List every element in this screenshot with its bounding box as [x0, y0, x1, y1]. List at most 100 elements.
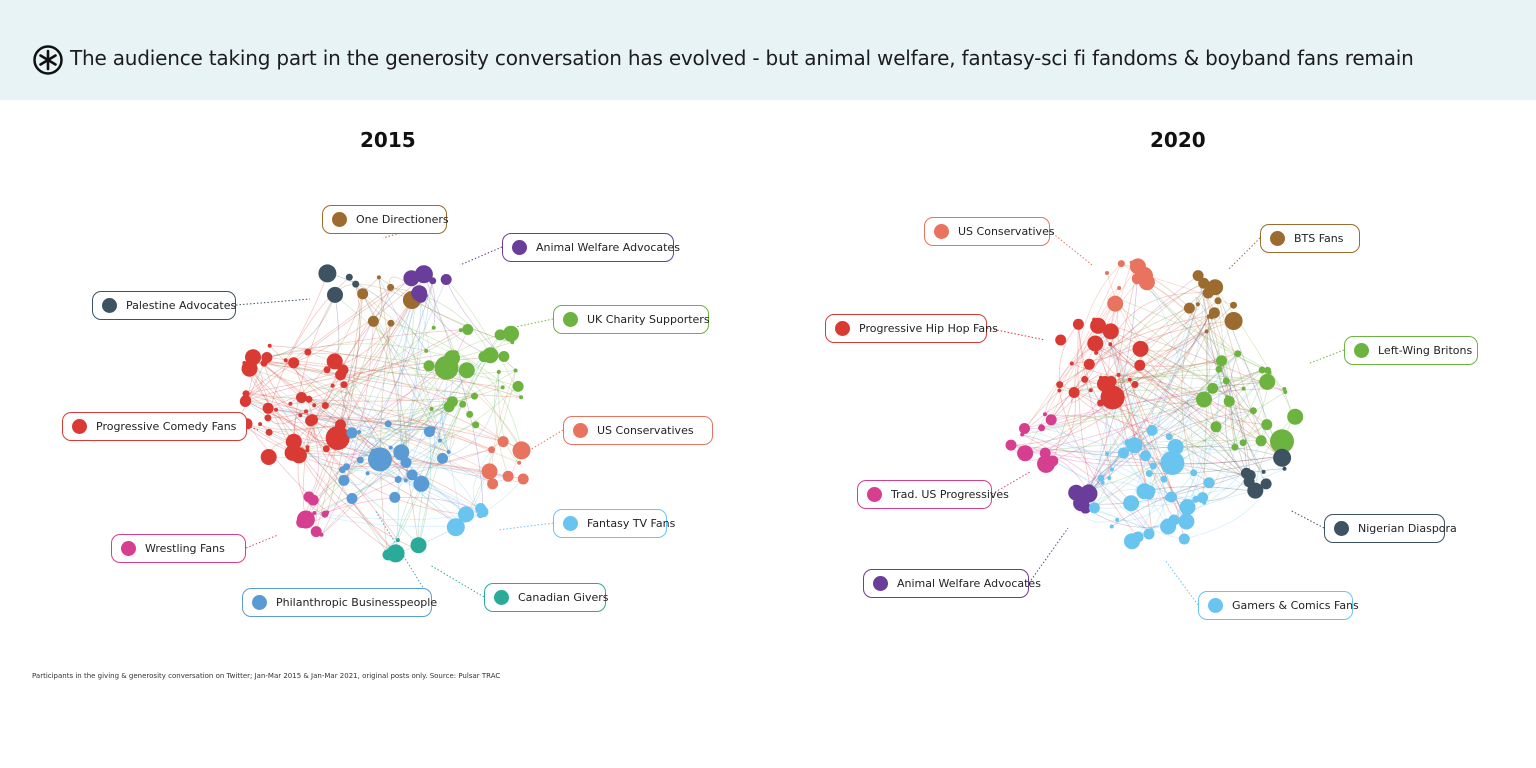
edge — [315, 459, 361, 532]
nodes — [231, 258, 1304, 563]
edge — [249, 368, 453, 403]
node-2015-progressive-comedy-fans — [304, 409, 308, 414]
node-2020-trad-us-progressives — [1019, 423, 1030, 434]
node-2020-nigerian-diaspora — [1260, 478, 1272, 490]
edge — [1099, 348, 1141, 479]
cluster-label-2015-one-directioners: One Directioners — [322, 205, 449, 234]
edge — [1142, 316, 1209, 352]
node-2020-trad-us-progressives — [1017, 445, 1034, 462]
node-2020-nigerian-diaspora — [1282, 466, 1287, 471]
cluster-dot-icon — [563, 312, 578, 327]
node-2015-palestine-advocates — [352, 280, 360, 288]
node-2020-progressive-hip-hop-fans — [1083, 358, 1095, 370]
edge — [390, 287, 491, 356]
edge — [1206, 316, 1217, 427]
node-2020-progressive-hip-hop-fans — [1069, 361, 1074, 366]
node-2020-gamers-comics-fans — [1088, 502, 1100, 514]
cluster-dot-icon — [332, 212, 347, 227]
node-2020-trad-us-progressives — [1038, 424, 1046, 432]
edge — [351, 406, 450, 499]
edge — [1175, 410, 1254, 448]
node-2020-gamers-comics-fans — [1145, 470, 1153, 477]
edge — [423, 274, 484, 512]
edge — [346, 279, 447, 467]
node-2015-philanthropic-businesspeople — [365, 471, 370, 476]
node-2020-gamers-comics-fans — [1097, 474, 1105, 482]
edge — [1197, 275, 1267, 485]
node-2020-gamers-comics-fans — [1160, 475, 1168, 483]
edge — [245, 329, 468, 402]
edge — [1010, 384, 1136, 446]
cluster-label-2015-canadian-givers: Canadian Givers — [484, 583, 609, 612]
leader-line-philanthropic-businesspeople — [374, 509, 433, 603]
leader-line-trad-us-progressives — [991, 471, 1031, 495]
node-2015-progressive-comedy-fans — [274, 407, 278, 412]
node-2020-left-wing-britons — [1215, 365, 1223, 373]
cluster-label-2015-fantasy-tv-fans: Fantasy TV Fans — [553, 509, 675, 538]
node-2020-progressive-hip-hop-fans — [1131, 381, 1139, 388]
node-2015-philanthropic-businesspeople — [384, 420, 392, 428]
edge — [1052, 460, 1152, 531]
edge — [1214, 286, 1296, 417]
node-2020-progressive-hip-hop-fans — [1097, 399, 1105, 407]
node-2015-uk-charity-supporters — [458, 362, 475, 379]
edge — [1073, 263, 1122, 393]
node-2020-nigerian-diaspora — [1261, 469, 1266, 474]
edge — [340, 374, 463, 526]
node-2020-bts-fans — [1198, 277, 1210, 289]
node-2020-gamers-comics-fans — [1160, 451, 1185, 475]
leader-line-palestine-advocates — [235, 298, 311, 306]
node-2015-philanthropic-businesspeople — [446, 450, 451, 454]
cluster-label-text: Nigerian Diaspora — [1358, 522, 1457, 535]
node-2020-progressive-hip-hop-fans — [1072, 318, 1084, 330]
edge — [296, 403, 463, 451]
node-2015-philanthropic-businesspeople — [437, 452, 448, 464]
node-2020-bts-fans — [1224, 312, 1243, 330]
edge — [1088, 369, 1263, 490]
cluster-label-text: US Conservatives — [597, 424, 694, 437]
cluster-label-2020-left-wing-britons: Left-Wing Britons — [1344, 336, 1478, 365]
cluster-label-2015-animal-welfare-advocates: Animal Welfare Advocates — [502, 233, 680, 262]
edge — [340, 284, 361, 425]
node-2015-progressive-comedy-fans — [340, 381, 348, 389]
cluster-label-text: Fantasy TV Fans — [587, 517, 676, 530]
node-2020-left-wing-britons — [1249, 407, 1257, 415]
edge — [252, 356, 520, 464]
edge — [388, 419, 504, 442]
node-2020-us-conservatives — [1117, 260, 1125, 268]
network-graphs — [231, 218, 1345, 606]
node-2020-gamers-comics-fans — [1149, 462, 1157, 470]
node-2020-gamers-comics-fans — [1105, 451, 1110, 456]
edge — [245, 400, 493, 485]
cluster-dot-icon — [494, 590, 509, 605]
cluster-dot-icon — [1354, 343, 1369, 358]
edge — [397, 365, 430, 480]
edge — [417, 370, 468, 546]
edge — [1195, 296, 1209, 317]
cluster-label-text: One Directioners — [356, 213, 449, 226]
node-2015-animal-welfare-advocates — [403, 270, 420, 287]
node-2020-left-wing-britons — [1258, 366, 1266, 374]
edge — [252, 353, 519, 387]
node-2015-philanthropic-businesspeople — [400, 445, 405, 450]
edge — [1112, 316, 1209, 398]
edge — [1110, 331, 1175, 521]
edge — [402, 446, 481, 515]
cluster-label-text: UK Charity Supporters — [587, 313, 710, 326]
edge — [310, 418, 492, 451]
node-2020-gamers-comics-fans — [1118, 447, 1129, 459]
edge — [321, 321, 374, 536]
node-2020-gamers-comics-fans — [1164, 494, 1172, 502]
edge — [1145, 388, 1213, 457]
leader-line-us-conservatives — [1049, 230, 1093, 266]
edge — [494, 371, 509, 477]
node-2015-philanthropic-businesspeople — [393, 444, 410, 461]
node-2015-progressive-comedy-fans — [265, 428, 273, 436]
edge — [411, 277, 456, 354]
leader-line-fantasy-tv-fans — [497, 522, 554, 531]
node-2020-trad-us-progressives — [1039, 447, 1051, 459]
node-2015-progressive-comedy-fans — [261, 352, 273, 363]
edge — [1186, 372, 1270, 522]
edge — [418, 293, 463, 526]
node-2015-fantasy-tv-fans — [460, 523, 465, 528]
